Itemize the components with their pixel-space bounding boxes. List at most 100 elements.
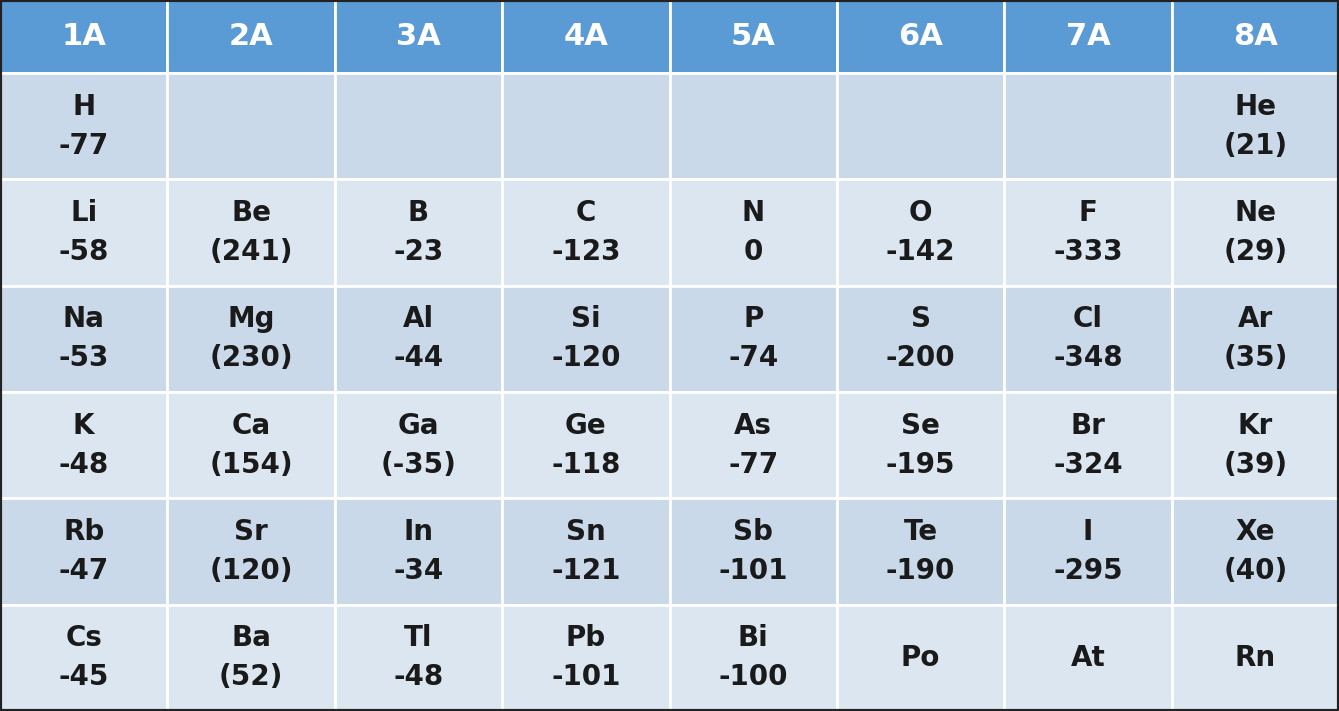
Text: K
-48: K -48 bbox=[59, 412, 108, 479]
Text: 6A: 6A bbox=[898, 22, 943, 51]
Text: P
-74: P -74 bbox=[728, 306, 778, 373]
Text: Ar
(35): Ar (35) bbox=[1223, 306, 1288, 373]
Bar bbox=[167, 73, 335, 179]
Bar bbox=[0, 0, 167, 73]
Bar bbox=[1172, 392, 1339, 498]
Text: Rb
-47: Rb -47 bbox=[59, 518, 108, 585]
Bar bbox=[837, 498, 1004, 604]
Text: Ge
-118: Ge -118 bbox=[552, 412, 620, 479]
Bar bbox=[837, 179, 1004, 286]
Bar bbox=[670, 179, 837, 286]
Bar bbox=[1004, 73, 1172, 179]
Text: B
-23: B -23 bbox=[394, 199, 443, 266]
Bar bbox=[0, 286, 167, 392]
Bar bbox=[837, 392, 1004, 498]
Bar bbox=[335, 286, 502, 392]
Text: Pb
-101: Pb -101 bbox=[552, 624, 620, 691]
Bar bbox=[167, 392, 335, 498]
Text: As
-77: As -77 bbox=[728, 412, 778, 479]
Bar bbox=[1172, 73, 1339, 179]
Text: 5A: 5A bbox=[731, 22, 775, 51]
Text: Li
-58: Li -58 bbox=[59, 199, 108, 266]
Text: Te
-190: Te -190 bbox=[886, 518, 955, 585]
Bar bbox=[167, 286, 335, 392]
Text: 2A: 2A bbox=[229, 22, 273, 51]
Text: Ne
(29): Ne (29) bbox=[1224, 199, 1287, 266]
Bar bbox=[670, 604, 837, 711]
Text: Na
-53: Na -53 bbox=[59, 306, 108, 373]
Bar bbox=[1172, 179, 1339, 286]
Bar bbox=[167, 498, 335, 604]
Bar bbox=[502, 73, 670, 179]
Text: Kr
(39): Kr (39) bbox=[1224, 412, 1287, 479]
Bar bbox=[670, 73, 837, 179]
Bar bbox=[0, 179, 167, 286]
Text: Se
-195: Se -195 bbox=[886, 412, 955, 479]
Text: Cs
-45: Cs -45 bbox=[59, 624, 108, 691]
Bar bbox=[502, 604, 670, 711]
Text: S
-200: S -200 bbox=[886, 306, 955, 373]
Bar bbox=[837, 73, 1004, 179]
Text: F
-333: F -333 bbox=[1054, 199, 1122, 266]
Bar bbox=[502, 286, 670, 392]
Text: Sn
-121: Sn -121 bbox=[552, 518, 620, 585]
Text: Cl
-348: Cl -348 bbox=[1054, 306, 1122, 373]
Bar bbox=[1172, 0, 1339, 73]
Bar bbox=[335, 604, 502, 711]
Text: N
0: N 0 bbox=[742, 199, 765, 266]
Bar bbox=[670, 0, 837, 73]
Bar bbox=[837, 0, 1004, 73]
Bar bbox=[502, 392, 670, 498]
Text: I
-295: I -295 bbox=[1054, 518, 1122, 585]
Bar bbox=[1004, 179, 1172, 286]
Text: Rn: Rn bbox=[1235, 644, 1276, 672]
Bar bbox=[0, 604, 167, 711]
Bar bbox=[0, 392, 167, 498]
Text: O
-142: O -142 bbox=[886, 199, 955, 266]
Bar bbox=[335, 73, 502, 179]
Text: H
-77: H -77 bbox=[59, 93, 108, 160]
Bar bbox=[502, 179, 670, 286]
Text: 8A: 8A bbox=[1233, 22, 1277, 51]
Text: Bi
-100: Bi -100 bbox=[719, 624, 787, 691]
Bar bbox=[670, 392, 837, 498]
Text: C
-123: C -123 bbox=[552, 199, 620, 266]
Text: 1A: 1A bbox=[62, 22, 106, 51]
Bar bbox=[1172, 498, 1339, 604]
Text: Br
-324: Br -324 bbox=[1054, 412, 1122, 479]
Bar bbox=[0, 73, 167, 179]
Bar bbox=[1004, 0, 1172, 73]
Bar bbox=[335, 0, 502, 73]
Text: In
-34: In -34 bbox=[394, 518, 443, 585]
Text: Ca
(154): Ca (154) bbox=[209, 412, 293, 479]
Text: At: At bbox=[1071, 644, 1105, 672]
Bar bbox=[1172, 286, 1339, 392]
Bar bbox=[167, 179, 335, 286]
Bar bbox=[0, 498, 167, 604]
Bar bbox=[1004, 392, 1172, 498]
Text: 3A: 3A bbox=[396, 22, 441, 51]
Bar bbox=[837, 286, 1004, 392]
Text: Sb
-101: Sb -101 bbox=[719, 518, 787, 585]
Bar bbox=[1004, 286, 1172, 392]
Text: 7A: 7A bbox=[1066, 22, 1110, 51]
Bar bbox=[1004, 604, 1172, 711]
Text: He
(21): He (21) bbox=[1224, 93, 1287, 160]
Bar bbox=[670, 286, 837, 392]
Bar bbox=[1172, 604, 1339, 711]
Bar bbox=[837, 604, 1004, 711]
Text: Mg
(230): Mg (230) bbox=[209, 306, 293, 373]
Text: 4A: 4A bbox=[564, 22, 608, 51]
Bar bbox=[670, 498, 837, 604]
Text: Tl
-48: Tl -48 bbox=[394, 624, 443, 691]
Bar bbox=[167, 604, 335, 711]
Text: Si
-120: Si -120 bbox=[552, 306, 620, 373]
Text: Po: Po bbox=[901, 644, 940, 672]
Bar bbox=[335, 392, 502, 498]
Bar bbox=[1004, 498, 1172, 604]
Bar bbox=[335, 498, 502, 604]
Text: Al
-44: Al -44 bbox=[394, 306, 443, 373]
Text: Sr
(120): Sr (120) bbox=[209, 518, 293, 585]
Text: Be
(241): Be (241) bbox=[209, 199, 293, 266]
Text: Ba
(52): Ba (52) bbox=[218, 624, 284, 691]
